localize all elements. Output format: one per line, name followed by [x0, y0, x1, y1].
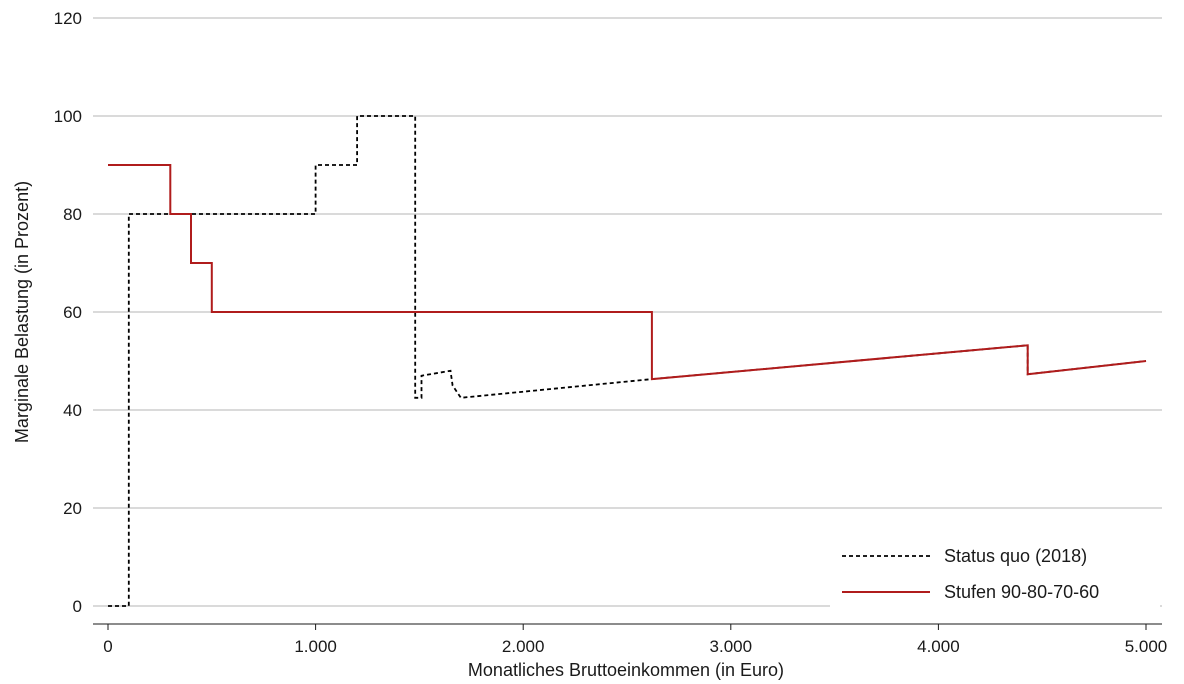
x-axis-title: Monatliches Bruttoeinkommen (in Euro): [468, 660, 784, 680]
y-tick-label: 20: [63, 499, 82, 518]
legend-label-2: Stufen 90-80-70-60: [944, 582, 1099, 602]
y-tick-label: 100: [54, 107, 82, 126]
x-tick-label: 4.000: [917, 637, 960, 656]
x-axis: 0 1.000 2.000 3.000 4.000 5.000: [93, 623, 1168, 656]
legend: Status quo (2018) Stufen 90-80-70-60: [830, 535, 1160, 615]
x-tick-label: 0: [103, 637, 112, 656]
series-line-2: [108, 164, 1147, 381]
y-tick-label: 80: [63, 205, 82, 224]
x-tick-label: 1.000: [294, 637, 337, 656]
x-tick-label: 5.000: [1125, 637, 1168, 656]
legend-label-1: Status quo (2018): [944, 546, 1087, 566]
y-axis-title: Marginale Belastung (in Prozent): [12, 181, 32, 443]
y-tick-label: 40: [63, 401, 82, 420]
legend-box: [830, 535, 1160, 615]
y-tick-label: 120: [54, 9, 82, 28]
x-tick-label: 2.000: [502, 637, 545, 656]
y-axis-ticks: 0 20 40 60 80 100 120: [54, 9, 82, 616]
y-tick-label: 60: [63, 303, 82, 322]
series-line-1: [108, 115, 1147, 607]
x-tick-label: 3.000: [710, 637, 753, 656]
y-tick-label: 0: [73, 597, 82, 616]
series-lines: [108, 115, 1147, 607]
